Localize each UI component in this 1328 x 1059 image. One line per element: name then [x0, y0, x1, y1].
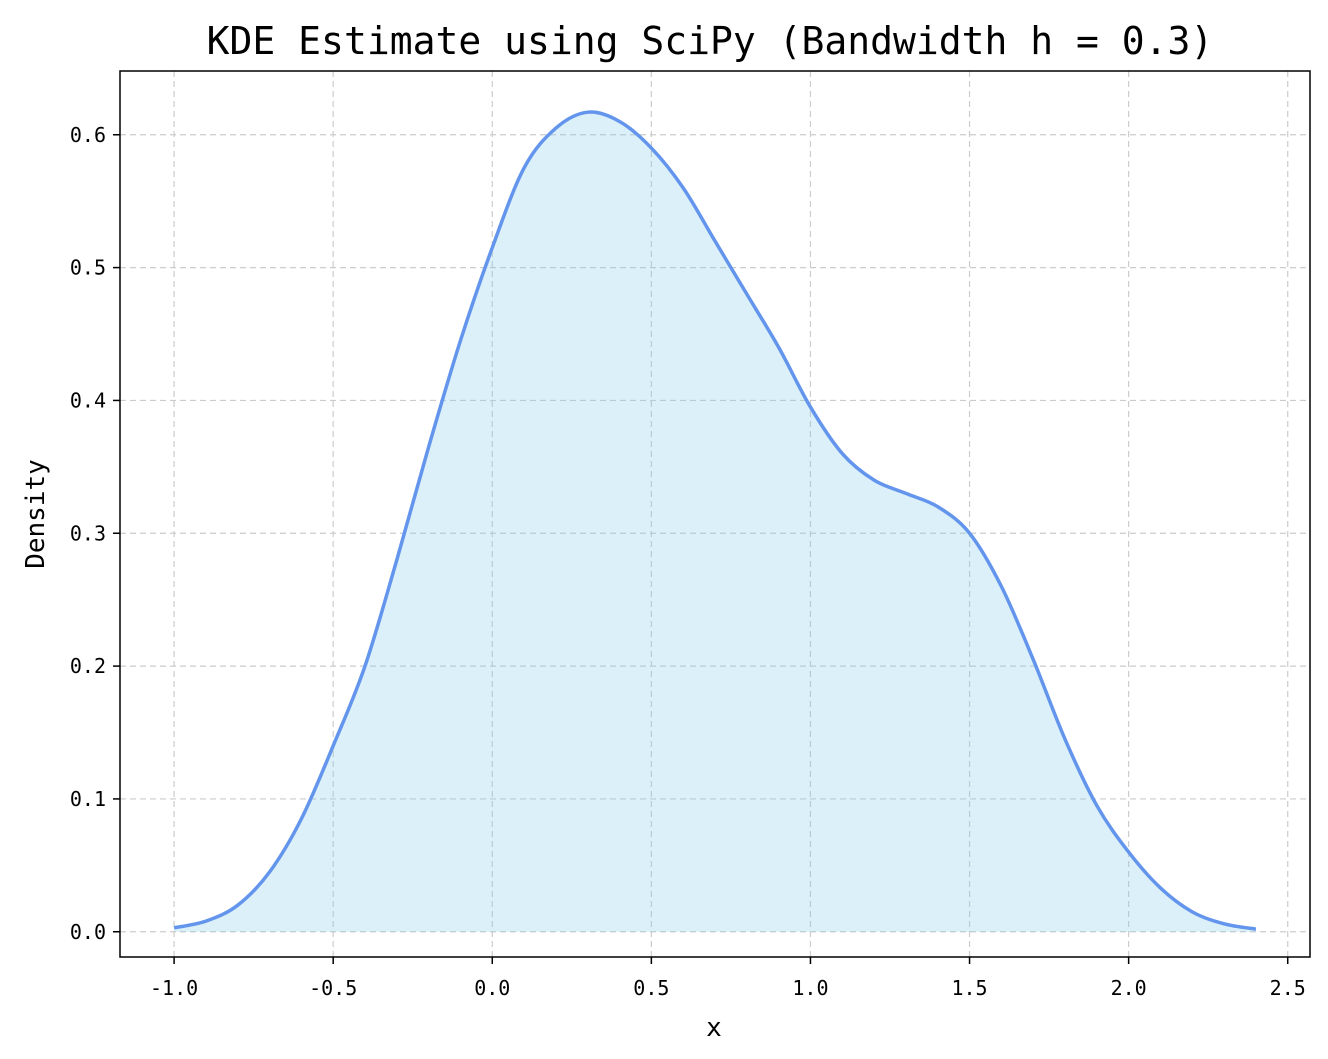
- x-tick-label: 1.5: [951, 976, 987, 1000]
- y-axis-label: Density: [21, 459, 51, 569]
- kde-area-fill: [174, 112, 1256, 932]
- grid: [120, 71, 1310, 957]
- x-tick-label: 2.5: [1270, 976, 1306, 1000]
- y-tick-label: 0.4: [70, 388, 106, 412]
- x-tick-label: 0.0: [474, 976, 510, 1000]
- y-tick-label: 0.5: [70, 256, 106, 280]
- chart-title: KDE Estimate using SciPy (Bandwidth h = …: [207, 19, 1214, 63]
- x-tick-label: -0.5: [309, 976, 357, 1000]
- y-tick-label: 0.1: [70, 787, 106, 811]
- x-axis: -1.0 -0.5 0.0 0.5 1.0 1.5 2.0 2.5: [150, 957, 1306, 1000]
- x-axis-label: x: [706, 1013, 722, 1043]
- y-tick-label: 0.6: [70, 123, 106, 147]
- y-tick-label: 0.2: [70, 654, 106, 678]
- axes-frame: [119, 70, 1311, 958]
- x-tick-label: 0.5: [633, 976, 669, 1000]
- x-tick-label: -1.0: [150, 976, 198, 1000]
- y-tick-label: 0.3: [70, 521, 106, 545]
- x-tick-label: 2.0: [1111, 976, 1147, 1000]
- y-axis: 0.0 0.1 0.2 0.3 0.4 0.5 0.6: [70, 123, 120, 944]
- y-tick-label: 0.0: [70, 920, 106, 944]
- x-tick-label: 1.0: [792, 976, 828, 1000]
- kde-curve: [173, 110, 1257, 931]
